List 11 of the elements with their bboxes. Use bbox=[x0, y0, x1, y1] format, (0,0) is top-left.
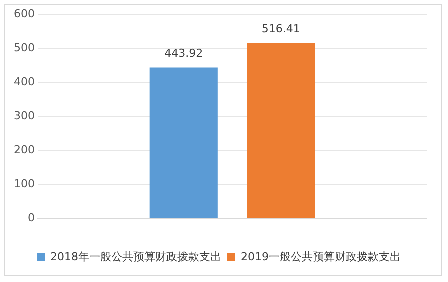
data-label: 443.92 bbox=[164, 47, 204, 60]
y-tick-label: 500 bbox=[14, 41, 35, 54]
data-label: 516.41 bbox=[262, 22, 300, 36]
y-tick-label: 0 bbox=[28, 212, 35, 225]
legend-label: 2018年一般公共预算财政拨款支出 bbox=[50, 250, 222, 264]
y-tick-label: 100 bbox=[14, 178, 35, 191]
y-tick-label: 600 bbox=[14, 7, 35, 20]
y-tick-label: 300 bbox=[14, 110, 35, 123]
y-tick-label: 400 bbox=[14, 76, 35, 89]
legend-label: 2019一般公共预算财政拨款支出 bbox=[241, 250, 401, 264]
y-tick-label: 200 bbox=[14, 144, 35, 157]
